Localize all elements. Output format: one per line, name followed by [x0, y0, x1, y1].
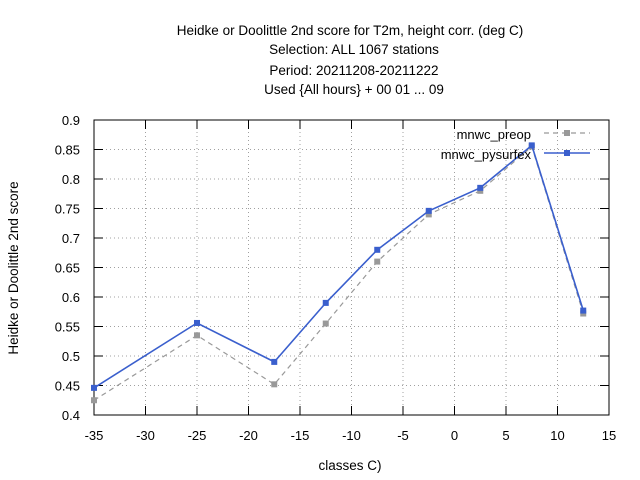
- title-line-1: Heidke or Doolittle 2nd score for T2m, h…: [177, 23, 523, 38]
- x-tick-labels: -35 -30 -25 -20 -15 -10 -5 0 5 10 15: [85, 428, 617, 443]
- y-tick-labels: 0.4 0.45 0.5 0.55 0.6 0.65 0.7 0.75 0.8 0.85 0.9: [55, 113, 80, 423]
- x-tick-label: -15: [291, 428, 310, 443]
- chart-title: Heidke or Doolittle 2nd score for T2m, h…: [177, 23, 523, 97]
- y-tick-label: 0.65: [55, 261, 80, 276]
- y-axis-label: Heidke or Doolittle 2nd score: [6, 181, 21, 354]
- legend-marker-mnwc-preop: [564, 130, 570, 136]
- data-point-mnwc-preop: [425, 211, 432, 218]
- data-point-mnwc-preop: [322, 320, 329, 327]
- y-tick-label: 0.7: [62, 231, 80, 246]
- x-tick-label: -5: [397, 428, 409, 443]
- data-point-mnwc-preop: [194, 332, 200, 339]
- title-line-4: Used {All hours} + 00 01 ... 09: [264, 82, 444, 97]
- x-tick-label: -25: [188, 428, 207, 443]
- y-tick-label: 0.45: [55, 379, 80, 394]
- legend-marker-mnwc-pysurfex: [564, 150, 570, 156]
- x-tick-label: -30: [136, 428, 155, 443]
- y-tick-label: 0.4: [62, 408, 80, 423]
- data-point-mnwc-preop: [91, 397, 97, 404]
- title-line-3: Period: 20211208-20211222: [269, 63, 438, 78]
- legend-label-mnwc-preop: mnwc_preop: [457, 127, 531, 142]
- y-tick-label: 0.8: [62, 172, 80, 187]
- data-point-mnwc-pysurfex: [580, 307, 587, 314]
- x-tick-label: -35: [85, 428, 104, 443]
- y-tick-label: 0.5: [62, 349, 80, 364]
- series-mnwc-pysurfex: [91, 142, 587, 391]
- x-tick-label: 0: [451, 428, 458, 443]
- y-tick-label: 0.85: [55, 143, 80, 158]
- legend: mnwc_preop mnwc_pysurfex: [441, 127, 590, 162]
- data-point-mnwc-pysurfex: [322, 299, 329, 306]
- y-tick-label: 0.55: [55, 320, 80, 335]
- data-point-mnwc-pysurfex: [374, 246, 381, 253]
- data-point-mnwc-preop: [374, 258, 381, 265]
- data-point-mnwc-preop: [271, 381, 278, 388]
- x-tick-label: 15: [602, 428, 616, 443]
- y-tick-label: 0.6: [62, 290, 80, 305]
- data-point-mnwc-pysurfex: [194, 319, 200, 326]
- y-tick-label: 0.9: [62, 113, 80, 128]
- x-tick-label: -10: [342, 428, 361, 443]
- legend-label-mnwc-pysurfex: mnwc_pysurfex: [441, 147, 532, 162]
- x-tick-label: 5: [502, 428, 509, 443]
- x-axis-label: classes C): [318, 458, 381, 473]
- x-tick-label: 10: [550, 428, 564, 443]
- plot-frame: [93, 119, 610, 416]
- data-point-mnwc-pysurfex: [271, 358, 278, 365]
- data-point-mnwc-pysurfex: [425, 207, 432, 214]
- data-point-mnwc-pysurfex: [477, 184, 484, 191]
- y-tick-label: 0.75: [55, 202, 80, 217]
- series-layer: [91, 142, 587, 404]
- title-line-2: Selection: ALL 1067 stations: [269, 42, 439, 57]
- x-tick-label: -20: [239, 428, 258, 443]
- data-point-mnwc-pysurfex: [91, 384, 97, 391]
- data-point-mnwc-pysurfex: [528, 142, 535, 149]
